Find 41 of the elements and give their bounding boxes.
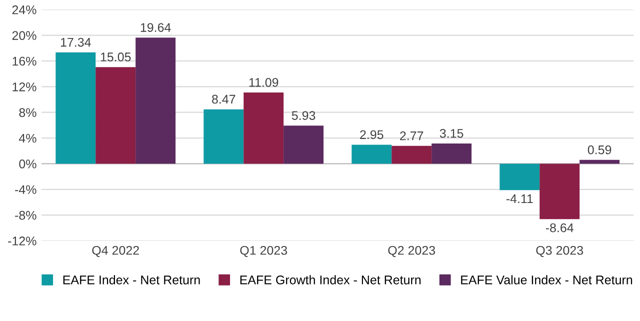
legend-label: EAFE Index - Net Return [63, 275, 200, 284]
y-tick-label: 24% [12, 5, 36, 14]
data-label: 11.09 [249, 78, 278, 87]
data-label: 0.59 [588, 145, 612, 154]
data-label: 15.05 [100, 52, 131, 62]
bar [284, 126, 324, 164]
data-label: 5.93 [292, 111, 316, 120]
x-tick-label: Q2 2023 [388, 246, 436, 258]
y-tick-label: 4% [18, 134, 36, 143]
bar [96, 67, 136, 164]
y-tick-label: 8% [19, 108, 36, 117]
legend-label: EAFE Value Index - Net Return [461, 275, 632, 284]
bar [204, 109, 244, 164]
y-tick-label: 20% [12, 31, 36, 40]
x-tick-label: Q4 2022 [92, 246, 139, 258]
data-label: 8.47 [212, 94, 236, 104]
data-label: 17.34 [60, 38, 91, 47]
data-label: -8.64 [546, 223, 574, 232]
bar [580, 160, 620, 164]
bar [432, 143, 472, 164]
y-tick-label: 12% [12, 82, 36, 92]
x-tick-label: Q3 2023 [536, 246, 584, 258]
bar [500, 164, 540, 190]
bar [392, 146, 432, 164]
bar [244, 92, 284, 164]
data-label: 2.77 [400, 131, 424, 140]
y-tick-label: 16% [12, 56, 36, 66]
data-label: 2.95 [360, 130, 384, 140]
data-label: -4.11 [506, 194, 533, 204]
legend-label: EAFE Growth Index - Net Return [240, 275, 421, 284]
y-tick-label: -12% [8, 236, 36, 246]
y-tick-label: -8% [15, 210, 36, 220]
bar [136, 38, 176, 164]
bar [56, 52, 96, 164]
x-tick-label: Q1 2023 [240, 246, 288, 258]
y-tick-label: -4% [15, 185, 36, 194]
bar [352, 144, 392, 164]
data-label: 3.15 [440, 128, 464, 138]
bar [540, 164, 580, 220]
y-tick-label: 0% [19, 160, 36, 168]
data-label: 19.64 [140, 23, 171, 32]
